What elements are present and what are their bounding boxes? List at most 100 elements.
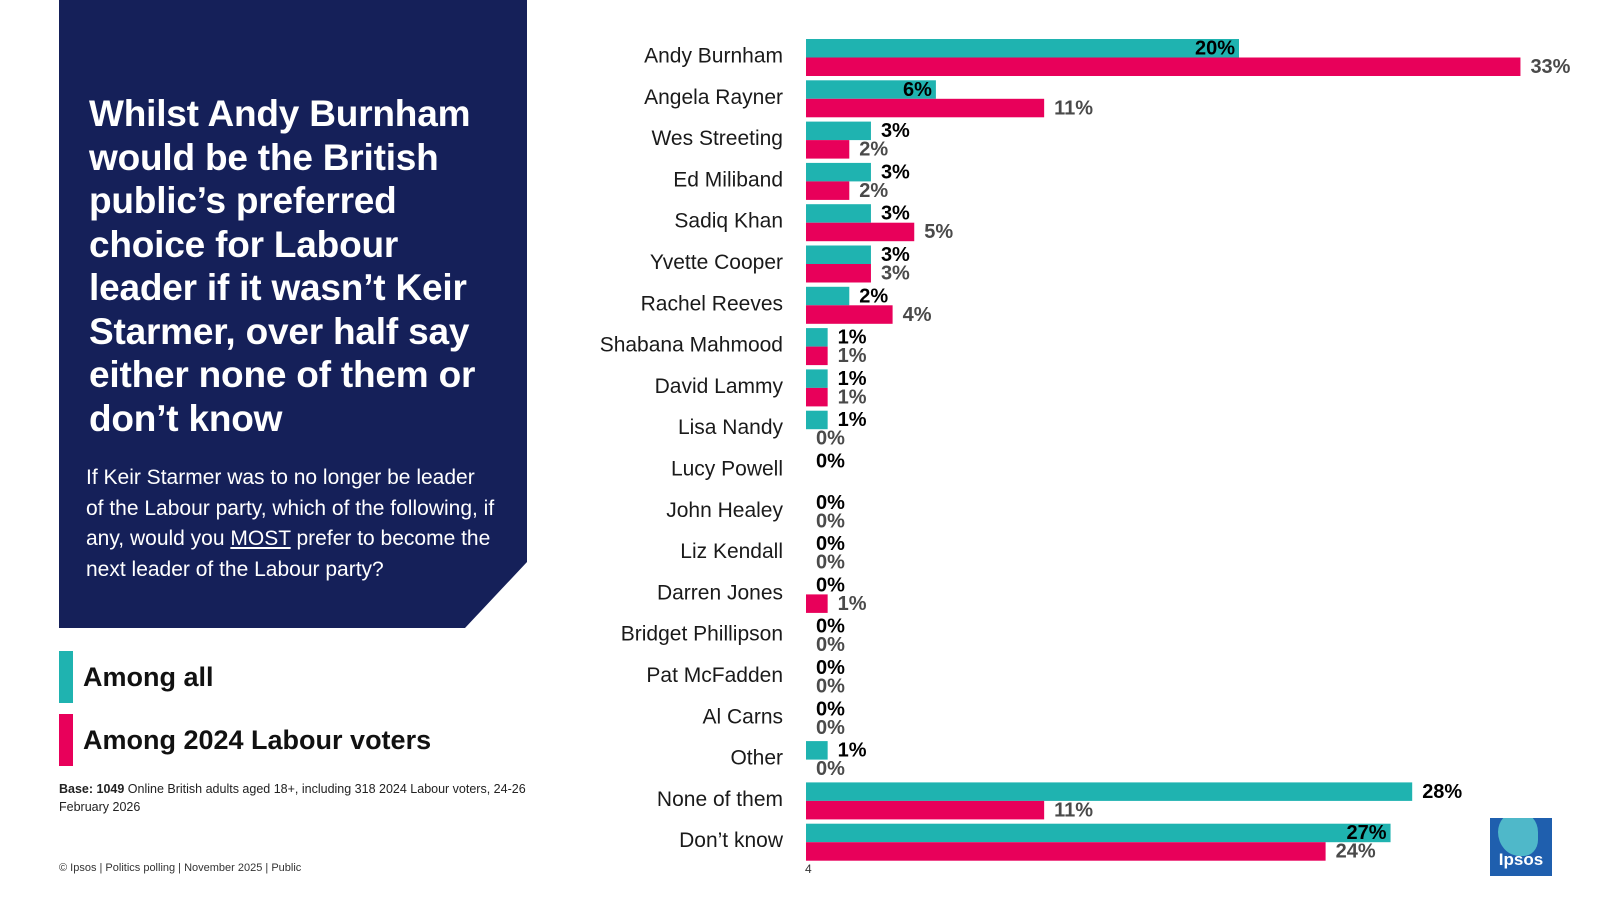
value-label-all: 28% xyxy=(1422,781,1462,803)
base-note: Base: 1049 Online British adults aged 18… xyxy=(59,780,529,816)
bar-among-labour xyxy=(806,222,915,242)
category-label: Lisa Nandy xyxy=(678,416,784,439)
base-text: Online British adults aged 18+, includin… xyxy=(59,782,526,814)
legend-label-all: Among all xyxy=(83,661,214,692)
bar-among-labour xyxy=(806,346,828,366)
category-label: Darren Jones xyxy=(657,581,783,604)
value-label-labour: 2% xyxy=(859,180,888,202)
value-label-labour: 1% xyxy=(838,345,867,367)
value-label-all: 3% xyxy=(881,161,910,183)
value-label-all: 3% xyxy=(881,203,910,225)
value-label-all: 3% xyxy=(881,244,910,266)
bar-among-labour xyxy=(806,800,1045,820)
bar-among-all xyxy=(806,204,871,223)
value-label-labour: 0% xyxy=(816,758,845,780)
value-label-all: 1% xyxy=(838,368,867,390)
category-label: Wes Streeting xyxy=(651,127,783,150)
bar-among-all xyxy=(806,286,850,306)
category-label: Don’t know xyxy=(679,829,784,852)
question-emphasis: MOST xyxy=(230,527,291,550)
category-label: Bridget Phillipson xyxy=(621,623,783,646)
category-label: Angela Rayner xyxy=(644,86,783,109)
bar-among-all xyxy=(806,121,871,141)
logo-shape-icon xyxy=(1498,818,1538,856)
value-label-all: 3% xyxy=(881,120,910,142)
bar-among-all xyxy=(806,369,828,388)
category-label: Andy Burnham xyxy=(644,45,783,68)
category-label: Lucy Powell xyxy=(671,458,783,481)
value-label-all: 1% xyxy=(838,409,867,431)
bar-among-labour xyxy=(806,98,1045,118)
value-label-all: 0% xyxy=(816,574,845,596)
value-label-labour: 0% xyxy=(816,510,845,532)
bar-among-all xyxy=(806,328,828,347)
bar-among-all xyxy=(806,823,1391,843)
bar-among-all xyxy=(806,39,1239,58)
value-label-labour: 33% xyxy=(1530,56,1570,78)
bar-among-all xyxy=(806,782,1413,801)
category-label: John Healey xyxy=(666,499,783,522)
bar-among-all xyxy=(806,80,936,99)
base-label: Base: 1049 xyxy=(59,782,125,796)
legend-all: Among all xyxy=(59,651,214,703)
question-text-after: prefer to become the next leader of the … xyxy=(86,527,491,581)
value-label-all: 20% xyxy=(1195,38,1235,60)
value-label-all: 6% xyxy=(903,79,932,101)
category-label: None of them xyxy=(657,788,783,811)
logo-text: Ipsos xyxy=(1498,850,1544,869)
value-label-labour: 1% xyxy=(838,593,867,615)
category-label: Shabana Mahmood xyxy=(600,334,783,357)
category-label: Yvette Cooper xyxy=(650,251,783,274)
value-label-labour: 1% xyxy=(838,386,867,408)
value-label-all: 27% xyxy=(1347,822,1387,844)
category-label: David Lammy xyxy=(655,375,784,398)
bar-among-all xyxy=(806,162,871,182)
category-label: Sadiq Khan xyxy=(674,210,783,233)
category-label: Rachel Reeves xyxy=(641,292,783,315)
value-label-labour: 0% xyxy=(816,717,845,739)
footer: © Ipsos | Politics polling | November 20… xyxy=(59,862,302,874)
bar-among-all xyxy=(806,245,871,264)
value-label-all: 0% xyxy=(816,451,845,473)
question-text-before: If Keir Starmer was to no longer be lead… xyxy=(86,466,495,550)
category-label: Liz Kendall xyxy=(680,540,783,563)
ipsos-logo: Ipsos xyxy=(1490,818,1552,876)
category-label: Pat McFadden xyxy=(646,664,783,687)
value-label-labour: 5% xyxy=(924,221,953,243)
bar-among-labour xyxy=(806,387,828,407)
value-label-labour: 11% xyxy=(1054,799,1093,821)
value-label-all: 0% xyxy=(816,657,845,679)
value-label-labour: 11% xyxy=(1054,97,1093,119)
category-label: Al Carns xyxy=(702,705,783,728)
legend-label-labour: Among 2024 Labour voters xyxy=(83,724,432,755)
headline-panel xyxy=(59,0,527,628)
value-label-labour: 0% xyxy=(816,552,845,574)
bar-among-labour xyxy=(806,305,893,324)
value-label-all: 0% xyxy=(816,698,845,720)
page-number: 4 xyxy=(805,862,812,876)
category-label: Other xyxy=(730,747,783,770)
legend-swatch-labour xyxy=(59,714,73,766)
value-label-all: 1% xyxy=(838,327,867,349)
bar-among-labour xyxy=(806,140,850,159)
value-label-labour: 24% xyxy=(1336,841,1376,863)
bar-among-labour xyxy=(806,57,1521,76)
value-label-all: 1% xyxy=(838,740,867,762)
value-label-labour: 0% xyxy=(816,676,845,698)
value-label-all: 2% xyxy=(859,285,888,307)
bar-among-labour xyxy=(806,842,1326,861)
legend-swatch-all xyxy=(59,651,73,703)
question-text: If Keir Starmer was to no longer be lead… xyxy=(86,463,496,585)
value-label-labour: 3% xyxy=(881,263,910,285)
bar-among-labour xyxy=(806,594,828,613)
bar-among-labour xyxy=(806,264,871,283)
value-label-labour: 0% xyxy=(816,634,845,656)
value-label-all: 0% xyxy=(816,533,845,555)
legend-labour: Among 2024 Labour voters xyxy=(59,714,431,766)
category-label: Ed Miliband xyxy=(673,168,783,191)
value-label-labour: 4% xyxy=(903,304,932,326)
bar-among-labour xyxy=(806,181,850,200)
bar-among-all xyxy=(806,741,828,760)
value-label-labour: 2% xyxy=(859,139,888,161)
